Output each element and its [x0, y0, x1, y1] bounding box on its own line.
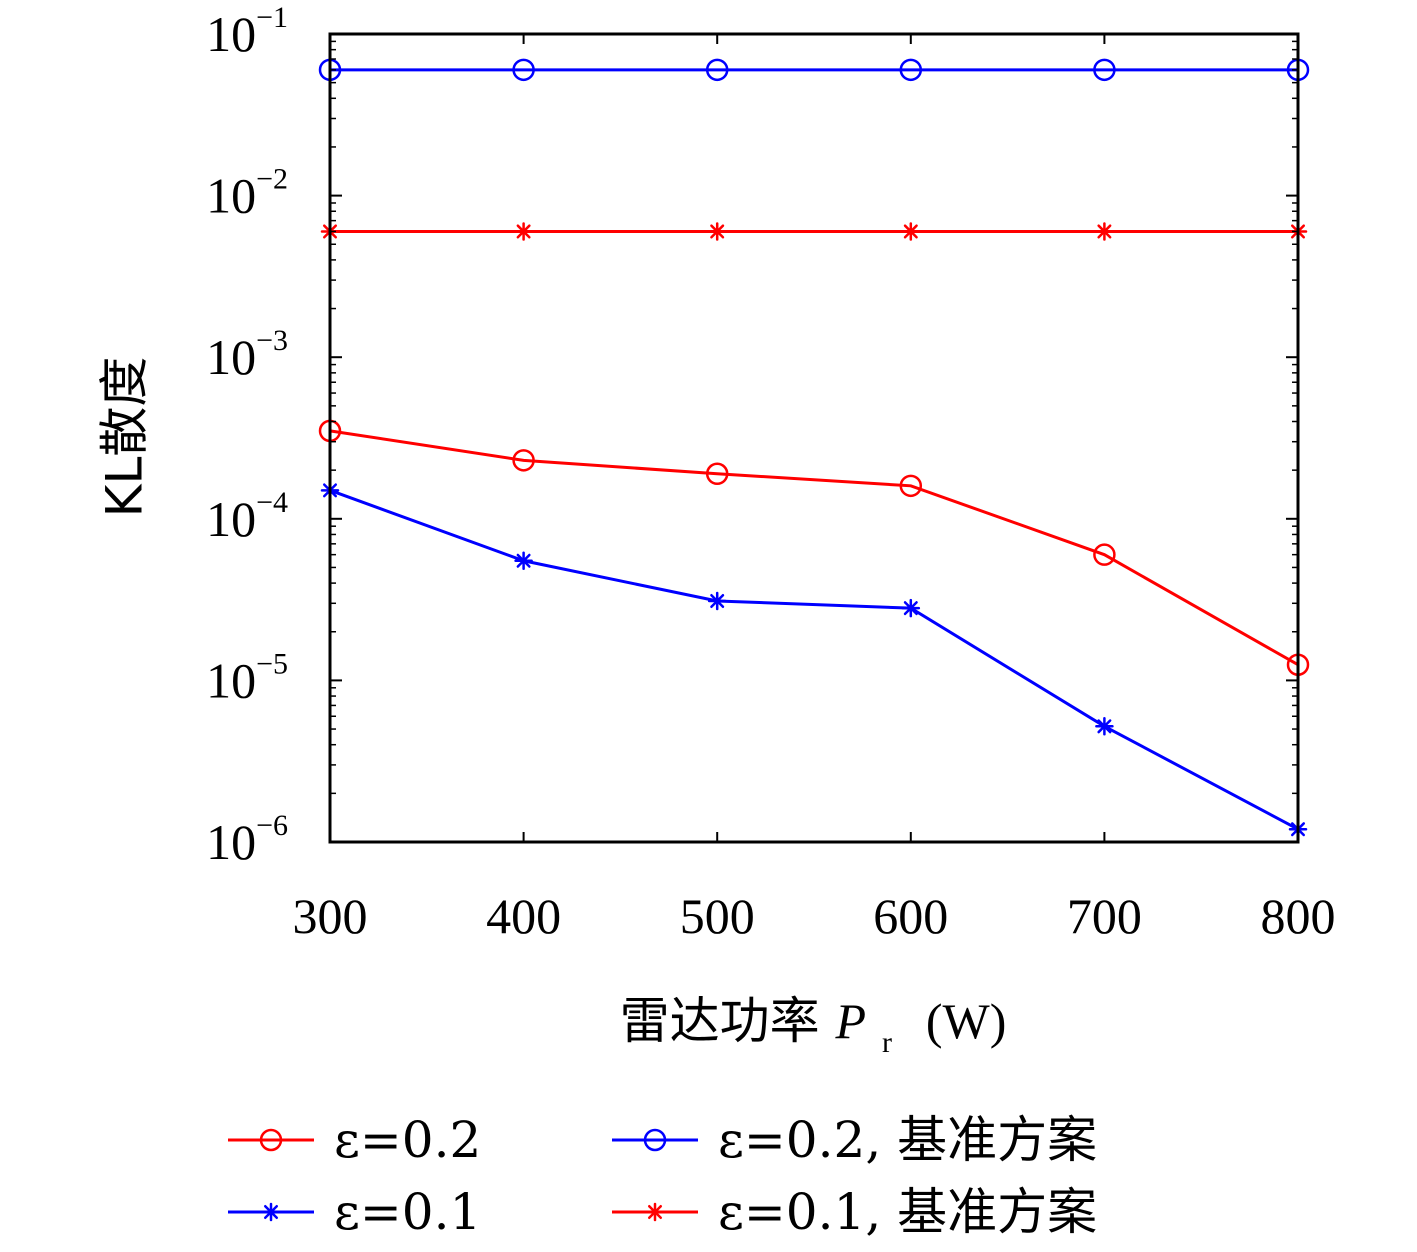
data-point: [512, 449, 535, 472]
y-tick-label: 10−4: [206, 486, 288, 547]
y-tick-label: 10−3: [206, 324, 288, 385]
x-axis-title: 雷达功率 P r (W): [620, 992, 1007, 1064]
data-point: [1095, 222, 1114, 241]
legend-item: ε=0.1, 基准方案: [612, 1183, 1097, 1241]
data-point: [899, 474, 923, 498]
y-tick-label: 10−1: [206, 1, 288, 62]
legend-label: ε=0.2: [334, 1111, 481, 1169]
legend-item: ε=0.2: [228, 1111, 481, 1169]
data-point: [899, 58, 923, 82]
x-axis-title-subscript: r: [882, 1026, 892, 1059]
data-point: [901, 598, 921, 618]
data-point: [705, 462, 729, 486]
y-tick-label: 10−5: [206, 647, 288, 708]
x-tick-label: 300: [293, 888, 368, 944]
plot-frame: [328, 32, 1300, 844]
series-line-2: [329, 488, 1299, 831]
x-tick-label: 700: [1067, 888, 1142, 944]
legend-marker: [261, 1202, 281, 1222]
x-axis-title-unit: (W): [926, 993, 1007, 1049]
data-point: [1093, 543, 1116, 566]
x-tick-label: 400: [486, 888, 561, 944]
data-point: [514, 551, 533, 571]
data-point: [1095, 717, 1114, 736]
x-tick-label: 600: [873, 888, 948, 944]
x-axis-title-symbol: P: [835, 993, 867, 1049]
data-point: [901, 222, 921, 241]
data-point: [514, 222, 533, 241]
legend-marker: [645, 1202, 665, 1222]
data-point: [707, 222, 727, 241]
legend-item: ε=0.2, 基准方案: [612, 1111, 1097, 1169]
data-point: [705, 58, 729, 82]
legend-marker: [643, 1128, 667, 1152]
legend-marker: [259, 1128, 283, 1152]
legend-label: ε=0.1: [334, 1183, 481, 1241]
y-tick-label: 10−6: [206, 809, 288, 870]
x-tick-label: 500: [680, 888, 755, 944]
tick-labels: 300 400 500 600 700 800 10−6 10−5 10−4 10−3 10−2 10…: [206, 1, 1335, 944]
legend-item: ε=0.1: [228, 1183, 481, 1241]
axis-ticks: [329, 33, 1299, 843]
series-line-1: [329, 429, 1299, 667]
data-point: [1093, 58, 1116, 82]
legend: ε=0.2 ε=0.1 ε=0.2, 基准方案 ε=0.1, 基准方案: [228, 1111, 1097, 1241]
x-axis-title-text: 雷达功率: [620, 992, 820, 1050]
y-axis-title: KL散度: [96, 357, 154, 518]
legend-label: ε=0.2, 基准方案: [718, 1111, 1097, 1169]
data-point: [512, 58, 535, 82]
legend-label: ε=0.1, 基准方案: [718, 1183, 1097, 1241]
data-point: [707, 591, 727, 611]
y-tick-label: 10−2: [206, 163, 288, 224]
plot-marks: [318, 58, 1310, 839]
x-tick-label: 800: [1261, 888, 1336, 944]
